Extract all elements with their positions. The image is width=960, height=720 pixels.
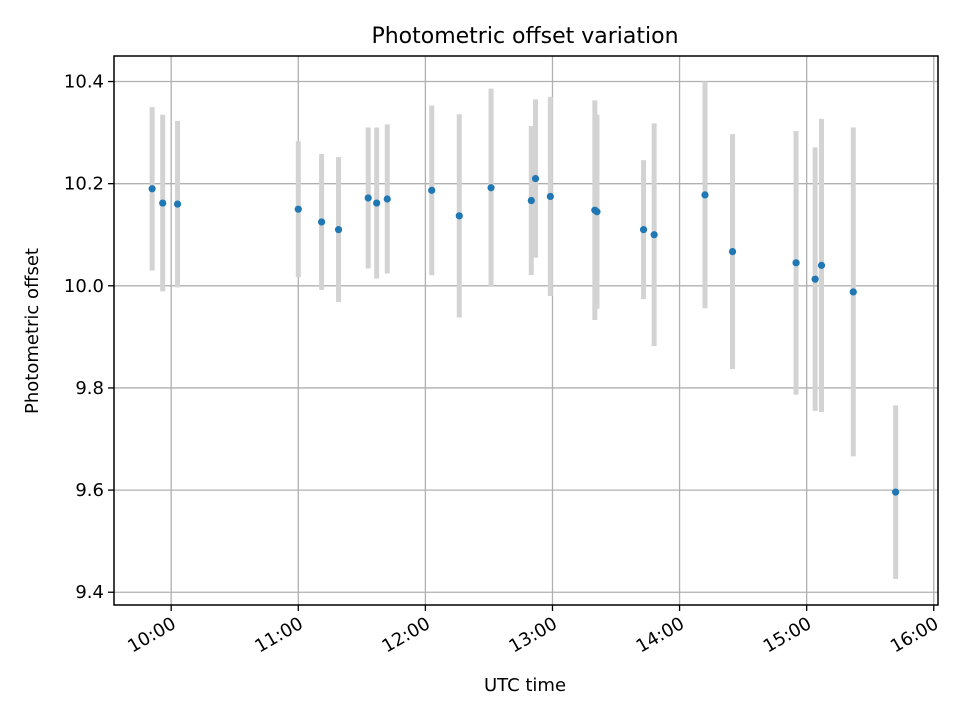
y-axis-label: Photometric offset	[22, 248, 43, 414]
y-tick-label: 9.8	[75, 378, 104, 399]
y-tick-label: 10.0	[64, 276, 104, 297]
data-point	[334, 226, 343, 234]
y-axis: 9.4 9.6 9.8 10.0 10.2 10.4	[64, 72, 114, 603]
data-point	[650, 231, 658, 239]
data-point	[728, 247, 737, 256]
data-point	[892, 488, 900, 496]
chart-title: Photometric offset variation	[371, 24, 678, 49]
data-point	[701, 191, 709, 199]
data-point	[148, 185, 156, 193]
y-tick-label: 9.6	[75, 480, 104, 501]
data-point	[527, 196, 535, 205]
plot-frame	[113, 55, 939, 606]
y-tick-label: 10.4	[64, 72, 104, 93]
data-point	[546, 192, 554, 201]
data-point	[428, 186, 436, 194]
data-point	[792, 259, 800, 267]
data-point	[639, 226, 648, 234]
data-point	[849, 288, 857, 296]
y-tick-label: 10.2	[64, 174, 104, 195]
point-layer	[148, 174, 900, 496]
data-point	[317, 218, 326, 226]
data-point	[373, 199, 381, 207]
data-point	[383, 195, 391, 203]
x-axis-label: UTC time	[484, 675, 566, 696]
data-point	[159, 199, 167, 207]
data-point	[811, 275, 819, 283]
data-point	[455, 212, 463, 220]
data-point	[531, 174, 540, 183]
data-point	[487, 184, 495, 192]
data-point	[294, 205, 302, 213]
data-point	[173, 200, 182, 208]
data-point	[364, 194, 372, 202]
data-point	[593, 208, 601, 216]
y-tick-label: 9.4	[75, 582, 104, 603]
data-point	[817, 261, 826, 269]
grid-layer	[114, 56, 938, 605]
